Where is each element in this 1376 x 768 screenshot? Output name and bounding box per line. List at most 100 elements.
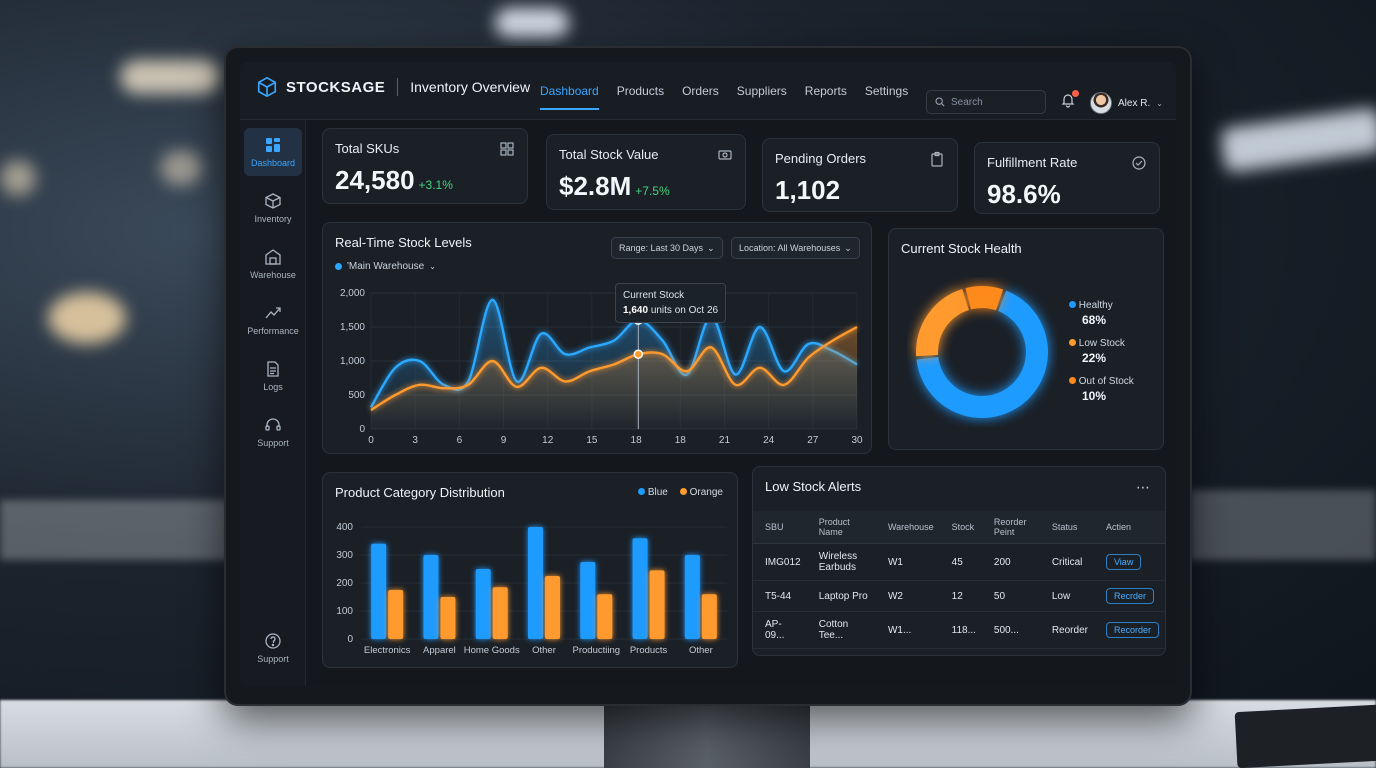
x-tick-label: Apparel (423, 645, 456, 656)
box-icon (265, 193, 281, 209)
range-dropdown[interactable]: Range: Last 30 Days ⌄ (611, 237, 723, 259)
column-header[interactable]: Product Name (806, 511, 876, 544)
column-header[interactable]: Warehouse (875, 511, 940, 544)
legend-label: Orange (689, 487, 723, 498)
column-header[interactable]: Stock (939, 511, 982, 544)
sidebar-item-performance[interactable]: Performance (244, 296, 302, 344)
kpi-value-row: 98.6% (987, 179, 1061, 210)
stock-cell: 45 (939, 543, 982, 581)
bar (684, 555, 700, 639)
x-tick-label: Other (689, 645, 713, 656)
column-header[interactable]: Actien (1093, 511, 1165, 544)
row-action-button[interactable]: Recrder (1105, 588, 1154, 604)
row-action-button[interactable]: Viaw (1105, 554, 1142, 570)
y-tick-label: 1,000 (340, 356, 365, 367)
bar (440, 597, 456, 639)
kpi-delta: +7.5% (635, 184, 670, 198)
bokeh-light (160, 150, 202, 186)
kpi-card-total-skus[interactable]: Total SKUs 24,580 +3.1% (322, 128, 528, 204)
page-title: Inventory Overview (410, 79, 531, 95)
sidebar-item-help[interactable]: Support (244, 624, 302, 672)
status-cell: Reorder (1039, 611, 1094, 649)
nav-products[interactable]: Products (616, 84, 665, 98)
check-circle-icon (1132, 156, 1146, 170)
x-tick-label: 27 (807, 435, 819, 446)
legend-dot (1069, 339, 1076, 346)
status-cell: Low (1039, 580, 1094, 612)
card-title: Low Stock Alerts (765, 479, 862, 494)
sidebar-item-logs[interactable]: Logs (244, 352, 302, 400)
stock-line-chart: 0 500 1,000 1,500 2,000 0 3 6 9 12 15 18 18 21 24 27 30 (340, 288, 863, 446)
legend-pct: 10% (1082, 389, 1107, 403)
bar-legend: Blue Orange (638, 487, 723, 498)
sidebar-item-dashboard[interactable]: Dashboard (244, 128, 302, 176)
series-label: 'Main Warehouse (347, 261, 425, 272)
series-selector[interactable]: 'Main Warehouse ⌄ (335, 261, 436, 272)
nav-suppliers[interactable]: Suppliers (736, 84, 787, 98)
location-dropdown[interactable]: Location: All Warehouses ⌄ (731, 237, 860, 259)
sku-cell: AP-09... (753, 611, 807, 649)
nav-dashboard[interactable]: Dashboard (540, 84, 599, 110)
series-area (371, 327, 857, 429)
y-tick-label: 400 (336, 522, 353, 533)
user-menu[interactable]: Alex R. ⌄ (1090, 92, 1163, 114)
row-action-button[interactable]: Recorder (1105, 622, 1159, 638)
reorder-point-cell: 500... (981, 611, 1040, 649)
warehouse-icon (265, 249, 281, 265)
chart-tooltip: Current Stock 1,640 units on Oct 26 (615, 283, 727, 323)
kpi-card-fulfillment-rate[interactable]: Fulfillment Rate 98.6% (974, 142, 1160, 214)
kpi-value: 24,580 (335, 165, 415, 195)
table-row[interactable]: AP-09... Cotton Tee... W1... 118... 500... Re… (753, 611, 1165, 649)
bokeh-light (0, 160, 36, 196)
y-tick-label: 500 (348, 390, 365, 401)
table-row[interactable]: IMG012 Wireless Earbuds W1 45 200 Critical Via… (753, 543, 1165, 581)
sidebar-item-label: Logs (263, 382, 283, 392)
column-header[interactable]: Status (1039, 511, 1094, 544)
kpi-label: Total Stock Value (559, 147, 659, 162)
chevron-down-icon: ⌄ (844, 242, 852, 253)
column-header[interactable]: SBU (753, 511, 807, 544)
x-tick-label: 24 (763, 435, 775, 446)
sidebar-item-label: Support (257, 438, 289, 448)
tooltip-value-row: 1,640 units on Oct 26 (623, 303, 718, 318)
kpi-value-row: $2.8M +7.5% (559, 171, 670, 202)
x-tick-label: Home Goods (464, 645, 520, 656)
search-input[interactable]: Search (926, 90, 1046, 114)
bell-icon[interactable] (1060, 92, 1076, 108)
kpi-value-row: 24,580 +3.1% (335, 165, 453, 196)
location-value: Location: All Warehouses (739, 243, 841, 253)
x-tick-label: 0 (368, 435, 374, 446)
ceiling-light (495, 8, 569, 38)
divider (397, 78, 399, 96)
sidebar-item-inventory[interactable]: Inventory (244, 184, 302, 232)
kpi-card-stock-value[interactable]: Total Stock Value $2.8M +7.5% (546, 134, 746, 210)
grid-icon (500, 142, 514, 156)
nav-orders[interactable]: Orders (682, 84, 719, 98)
x-tick-label: 12 (542, 435, 554, 446)
user-name: Alex R. (1118, 97, 1151, 109)
bar (423, 555, 439, 639)
nav-reports[interactable]: Reports (804, 84, 847, 98)
donut-slice (916, 289, 969, 357)
sidebar-item-warehouse[interactable]: Warehouse (244, 240, 302, 288)
card-title: Real-Time Stock Levels (335, 235, 472, 250)
legend-blue: Blue (638, 487, 668, 498)
lamp-glow (48, 292, 126, 344)
bar (492, 587, 508, 639)
more-options-icon[interactable]: ⋯ (1136, 479, 1151, 495)
column-header[interactable]: Reorder Peint (981, 511, 1040, 544)
sidebar-item-support[interactable]: Support (244, 408, 302, 456)
alerts-table: SBU Product Name Warehouse Stock Reorder… (753, 511, 1165, 649)
nav-settings[interactable]: Settings (864, 84, 909, 98)
y-tick-label: 1,500 (340, 322, 365, 333)
legend-pct: 22% (1082, 351, 1107, 365)
low-stock-alerts-card: Low Stock Alerts ⋯ SBU Product Name Ware… (752, 466, 1166, 656)
donut-slice (916, 290, 1048, 418)
table-row[interactable]: T5-44 Laptop Pro W2 12 50 Low Recrder (753, 580, 1165, 612)
brand[interactable]: STOCKSAGE Inventory Overview (256, 76, 530, 98)
sidebar-item-label: Support (257, 654, 289, 664)
kpi-card-pending-orders[interactable]: Pending Orders 1,102 (762, 138, 958, 212)
legend-label: Blue (647, 487, 668, 498)
top-navigation-bar: STOCKSAGE Inventory Overview Dashboard P… (240, 62, 1176, 120)
legend-dot (1069, 377, 1076, 384)
